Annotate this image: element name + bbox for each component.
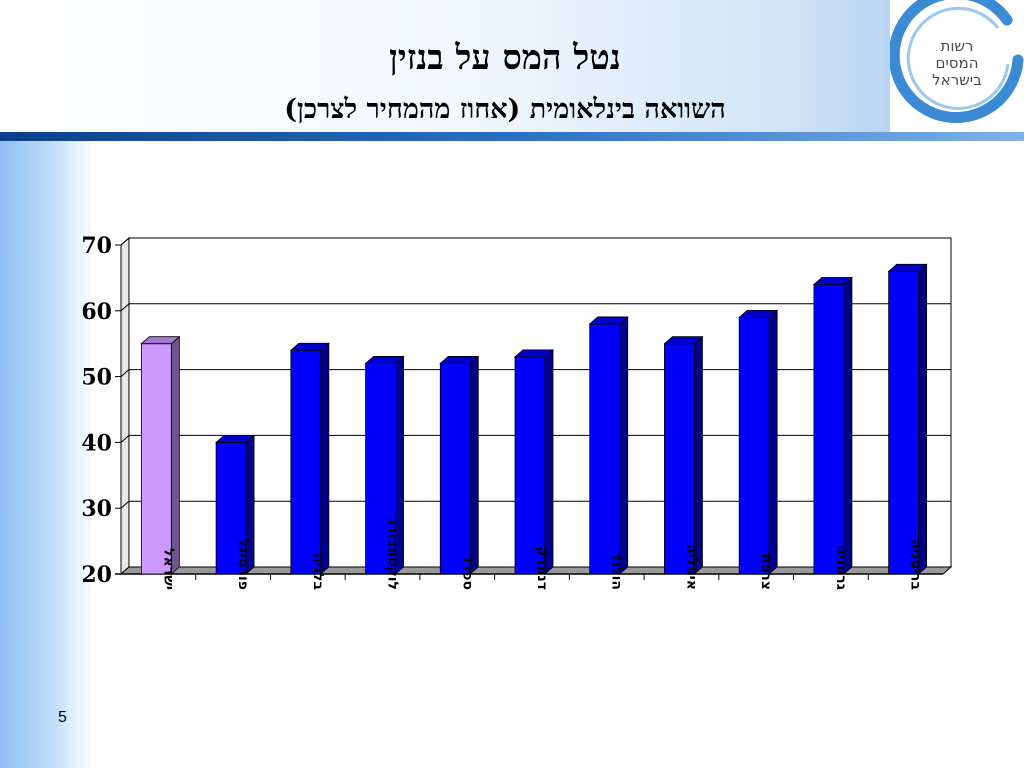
logo-line: רשות (940, 37, 974, 55)
logo-text: רשות המסים בישראל (890, 38, 1024, 89)
bar-side (469, 355, 479, 575)
x-tick-label: פורטוגל (235, 539, 251, 590)
plot-side-wall (120, 236, 130, 576)
bar-side (694, 335, 703, 575)
gridline-side (120, 500, 130, 509)
logo-ring-icon (890, 0, 1024, 123)
bar-top (887, 263, 928, 272)
bar (813, 284, 845, 575)
x-tick-label: בריטניה (908, 539, 924, 590)
gridline-side (120, 369, 130, 377)
bar (290, 349, 322, 575)
gridline-side (120, 237, 130, 246)
bar-top (439, 356, 480, 364)
bar-top (215, 434, 256, 443)
bar-top (289, 342, 330, 351)
gridline-side (120, 303, 130, 312)
bar-side (843, 276, 853, 575)
header-background (0, 0, 1024, 134)
y-tick-label: 20 (81, 562, 112, 588)
logo-line: המסים (935, 54, 979, 72)
bar-side (768, 309, 778, 575)
x-tick-label: גרמניה (833, 545, 849, 590)
tax-authority-logo: רשות המסים בישראל (890, 0, 1024, 132)
side-gradient-band (0, 141, 94, 768)
bar (140, 343, 172, 575)
y-tick-label: 40 (81, 430, 112, 456)
x-tick-label: צרפת (758, 554, 774, 590)
bar (589, 323, 621, 575)
bar (514, 356, 546, 575)
y-tick-label: 50 (81, 365, 112, 391)
gridline-side (120, 435, 130, 443)
bar (738, 316, 770, 575)
x-tick-label: איטליה (683, 544, 699, 590)
bar-top (663, 336, 704, 345)
slide-title: נטל המס על בנזין (389, 38, 621, 78)
bar-top (812, 277, 853, 285)
x-tick-label: ישראל (160, 548, 176, 590)
bar-side (170, 335, 180, 575)
x-tick-label: בלגיה (310, 553, 326, 590)
bar (365, 363, 396, 575)
y-tick-label: 70 (81, 233, 112, 259)
bar-side (918, 263, 928, 575)
bar-side (320, 342, 330, 575)
slide-subtitle: השוואה בינלאומית (אחוז מהמחיר לצרכן) (284, 94, 726, 125)
header-rule (0, 132, 1024, 141)
bar-top (140, 336, 181, 345)
bar-top (364, 356, 405, 364)
x-tick-label: ספרד (459, 555, 475, 590)
x-tick-label: דנמרק (534, 547, 550, 590)
bar (439, 363, 471, 575)
bar (888, 270, 920, 575)
x-tick-label: הולנד (609, 553, 625, 590)
y-tick-label: 60 (81, 299, 112, 325)
bar-top (513, 349, 555, 358)
logo-line: בישראל (932, 71, 982, 89)
y-tick-label: 30 (81, 496, 112, 522)
bar-top (738, 309, 779, 318)
page-number: 5 (58, 709, 67, 726)
bar (664, 343, 695, 575)
bar-side (619, 316, 629, 575)
bar-top (588, 316, 629, 325)
bar-side (544, 348, 554, 575)
x-tick-label: לוקסמבורג (385, 519, 401, 590)
